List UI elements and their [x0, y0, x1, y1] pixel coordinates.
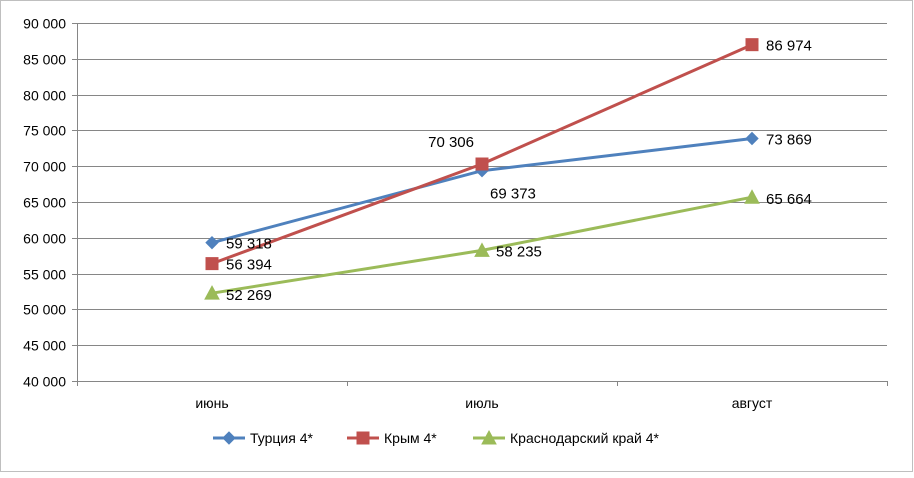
legend-marker	[481, 429, 497, 445]
legend-marker	[222, 431, 236, 445]
data-label: 69 373	[490, 186, 536, 203]
x-tick-label: июнь	[195, 395, 228, 411]
x-tick-label: август	[732, 395, 773, 411]
legend: Турция 4* Крым 4* Краснодарский край 4*	[213, 429, 660, 446]
data-label: 86 974	[766, 38, 812, 55]
y-tick-label: 50 000	[23, 302, 66, 318]
data-point	[744, 189, 760, 204]
data-labels: 59 318 69 373 73 869 56 394 70 306 86 974 52 2…	[226, 38, 812, 304]
x-tick-label: июль	[465, 395, 498, 411]
data-label: 56 394	[226, 257, 272, 274]
data-point	[205, 257, 219, 271]
data-point	[204, 285, 220, 300]
gridlines	[77, 23, 887, 382]
series-lines	[204, 38, 760, 300]
data-label: 65 664	[766, 191, 812, 208]
data-point	[745, 38, 759, 52]
data-point	[475, 157, 489, 171]
data-label: 73 869	[766, 131, 812, 148]
data-point	[745, 131, 759, 146]
y-tick-label: 75 000	[23, 123, 66, 139]
legend-label: Турция 4*	[250, 430, 313, 446]
y-tick-label: 80 000	[23, 88, 66, 104]
data-point	[205, 235, 219, 250]
y-tick-label: 85 000	[23, 52, 66, 68]
data-label: 58 235	[496, 243, 542, 260]
legend-label: Крым 4*	[384, 430, 437, 446]
y-tick-label: 70 000	[23, 159, 66, 175]
axes: 40 000 45 000 50 000 55 000 60 000 65 000 70 0…	[23, 16, 888, 411]
y-tick-label: 90 000	[23, 16, 66, 32]
legend-label: Краснодарский край 4*	[510, 430, 660, 446]
legend-marker	[356, 431, 370, 445]
y-tick-label: 45 000	[23, 338, 66, 354]
data-label: 59 318	[226, 236, 272, 253]
data-label: 52 269	[226, 287, 272, 304]
y-tick-label: 55 000	[23, 267, 66, 283]
data-point	[474, 242, 490, 257]
y-tick-label: 60 000	[23, 231, 66, 247]
y-tick-label: 40 000	[23, 374, 66, 390]
y-tick-label: 65 000	[23, 195, 66, 211]
data-label: 70 306	[428, 134, 474, 151]
